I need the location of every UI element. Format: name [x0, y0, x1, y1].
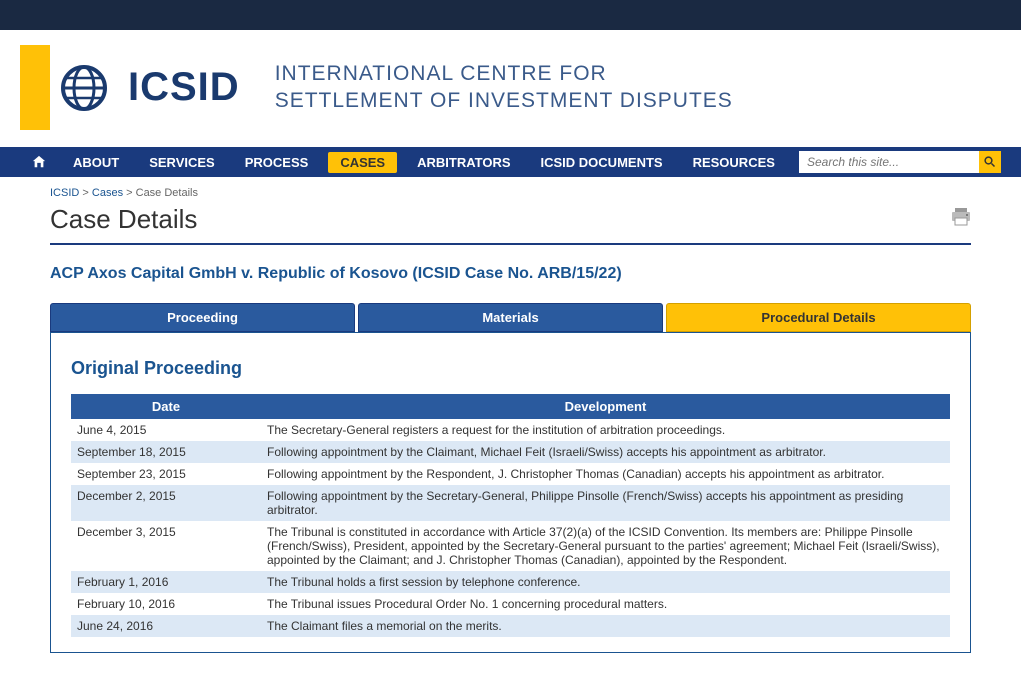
accent-stripe: [20, 45, 50, 130]
nav-item-services[interactable]: SERVICES: [134, 147, 230, 177]
cell-date: December 3, 2015: [71, 521, 261, 571]
table-row: September 23, 2015Following appointment …: [71, 463, 950, 485]
search-button[interactable]: [979, 151, 1001, 173]
home-icon[interactable]: [20, 147, 58, 177]
tab-procedural-details[interactable]: Procedural Details: [666, 303, 971, 332]
org-name-line1: INTERNATIONAL CENTRE FOR: [275, 61, 733, 87]
cell-date: September 23, 2015: [71, 463, 261, 485]
content-area: ICSID > Cases > Case Details Case Detail…: [0, 177, 1021, 673]
search-input[interactable]: [799, 153, 979, 171]
tab-panel: Original Proceeding Date Development Jun…: [50, 332, 971, 653]
nav-item-arbitrators[interactable]: ARBITRATORS: [402, 147, 525, 177]
cell-development: The Secretary-General registers a reques…: [261, 419, 950, 441]
breadcrumb-leaf: Case Details: [136, 187, 198, 199]
org-name: INTERNATIONAL CENTRE FOR SETTLEMENT OF I…: [275, 61, 733, 114]
table-row: December 3, 2015The Tribunal is constitu…: [71, 521, 950, 571]
cell-date: June 4, 2015: [71, 419, 261, 441]
cell-date: December 2, 2015: [71, 485, 261, 521]
cell-development: The Tribunal is constituted in accordanc…: [261, 521, 950, 571]
cell-development: The Tribunal issues Procedural Order No.…: [261, 593, 950, 615]
print-icon[interactable]: [951, 208, 971, 231]
table-row: September 18, 2015Following appointment …: [71, 441, 950, 463]
tab-materials[interactable]: Materials: [358, 303, 663, 332]
breadcrumb-mid[interactable]: Cases: [92, 187, 123, 199]
tab-proceeding[interactable]: Proceeding: [50, 303, 355, 332]
org-name-line2: SETTLEMENT OF INVESTMENT DISPUTES: [275, 88, 733, 114]
nav-item-resources[interactable]: RESOURCES: [678, 147, 790, 177]
nav-item-about[interactable]: ABOUT: [58, 147, 134, 177]
breadcrumb-root[interactable]: ICSID: [50, 187, 79, 199]
nav-item-icsid-documents[interactable]: ICSID DOCUMENTS: [526, 147, 678, 177]
table-row: December 2, 2015Following appointment by…: [71, 485, 950, 521]
main-nav: ABOUTSERVICESPROCESSCASESARBITRATORSICSI…: [0, 147, 1021, 177]
table-row: February 10, 2016The Tribunal issues Pro…: [71, 593, 950, 615]
case-title: ACP Axos Capital GmbH v. Republic of Kos…: [50, 265, 971, 283]
logo-text: ICSID: [128, 65, 240, 110]
nav-item-process[interactable]: PROCESS: [230, 147, 324, 177]
cell-development: Following appointment by the Secretary-G…: [261, 485, 950, 521]
nav-item-cases[interactable]: CASES: [328, 152, 397, 173]
cell-development: The Tribunal holds a first session by te…: [261, 571, 950, 593]
table-row: June 4, 2015The Secretary-General regist…: [71, 419, 950, 441]
table-row: June 24, 2016The Claimant files a memori…: [71, 615, 950, 637]
cell-development: The Claimant files a memorial on the mer…: [261, 615, 950, 637]
table-header-date: Date: [71, 394, 261, 419]
header: ICSID INTERNATIONAL CENTRE FOR SETTLEMEN…: [0, 30, 1021, 147]
section-title: Original Proceeding: [71, 358, 950, 379]
cell-date: February 1, 2016: [71, 571, 261, 593]
logo[interactable]: ICSID INTERNATIONAL CENTRE FOR SETTLEMEN…: [60, 61, 733, 114]
page-title: Case Details: [50, 204, 197, 235]
table-header-development: Development: [261, 394, 950, 419]
globe-icon: [60, 64, 108, 112]
search-box: [799, 151, 1001, 173]
cell-development: Following appointment by the Respondent,…: [261, 463, 950, 485]
page-title-row: Case Details: [50, 204, 971, 245]
table-row: February 1, 2016The Tribunal holds a fir…: [71, 571, 950, 593]
cell-development: Following appointment by the Claimant, M…: [261, 441, 950, 463]
tabs: ProceedingMaterialsProcedural Details: [50, 303, 971, 332]
top-bar: [0, 0, 1021, 30]
cell-date: June 24, 2016: [71, 615, 261, 637]
breadcrumb: ICSID > Cases > Case Details: [50, 187, 971, 199]
cell-date: February 10, 2016: [71, 593, 261, 615]
procedural-table: Date Development June 4, 2015The Secreta…: [71, 394, 950, 637]
cell-date: September 18, 2015: [71, 441, 261, 463]
